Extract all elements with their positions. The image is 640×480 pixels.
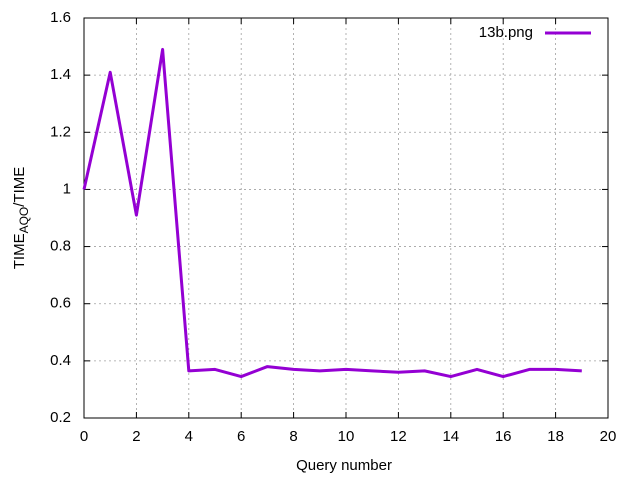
y-tick-label: 1.6 <box>50 9 71 26</box>
x-tick-label: 0 <box>80 428 88 445</box>
y-tick-label: 1.2 <box>50 123 71 140</box>
y-tick-label: 0.8 <box>50 238 71 255</box>
y-axis-label-subscript: AQO <box>17 207 31 234</box>
x-tick-label: 14 <box>442 428 459 445</box>
y-tick-label: 0.6 <box>50 295 71 312</box>
x-tick-label: 6 <box>237 428 245 445</box>
x-tick-label: 16 <box>495 428 512 445</box>
x-tick-label: 2 <box>132 428 140 445</box>
x-tick-label: 4 <box>185 428 193 445</box>
data-line <box>82 47 582 379</box>
y-axis-label-main: TIME <box>11 233 28 269</box>
x-tick-label: 18 <box>547 428 564 445</box>
plot-border <box>83 17 609 419</box>
legend-label: 13b.png <box>479 24 533 41</box>
x-tick-label: 12 <box>390 428 407 445</box>
x-tick-label: 8 <box>289 428 297 445</box>
y-tick-label: 0.4 <box>50 352 71 369</box>
x-axis-label: Query number <box>296 457 392 474</box>
y-tick-label: 0.2 <box>50 409 71 426</box>
y-tick-label: 1.4 <box>50 66 71 83</box>
x-tick-label: 20 <box>600 428 617 445</box>
y-axis-label-rest: /TIME <box>11 167 28 207</box>
x-tick-label: 10 <box>338 428 355 445</box>
y-axis-label: TIMEAQO/TIME <box>11 167 31 270</box>
y-tick-label: 1 <box>63 180 71 197</box>
